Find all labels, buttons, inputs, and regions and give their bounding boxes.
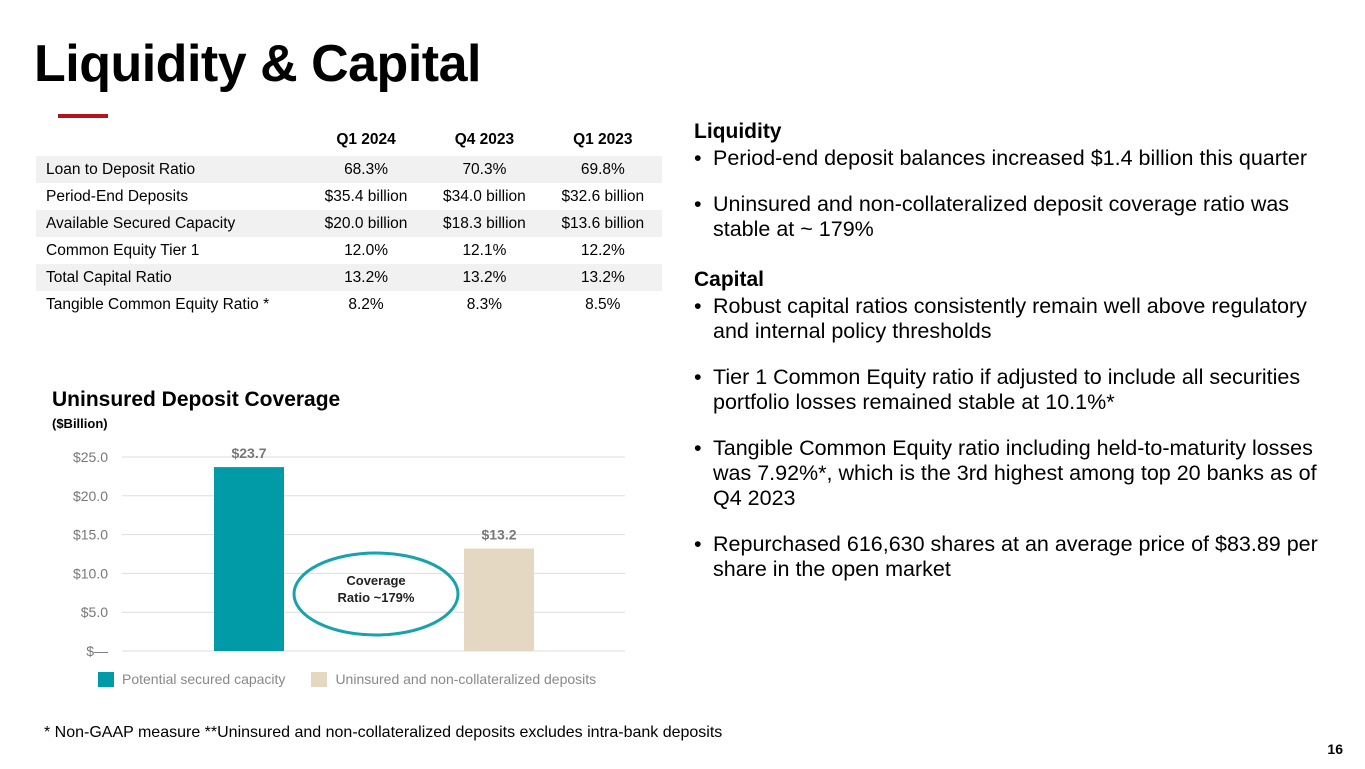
commentary-panel: Liquidity Period-end deposit balances in… [694,120,1334,582]
y-tick-label: $15.0 [73,527,108,543]
row-label: Tangible Common Equity Ratio * [46,295,270,313]
table-header-cell: Q4 2023 [454,131,515,148]
row-label: Available Secured Capacity [36,210,307,237]
table-row: Total Capital Ratio 13.2% 13.2% 13.2% [36,264,662,291]
chart-legend: Potential secured capacity Uninsured and… [98,671,596,687]
table-row: Loan to Deposit Ratio 68.3% 70.3% 69.8% [36,156,662,183]
table-cell: $35.4 billion [324,187,408,205]
legend-label: Uninsured and non-collateralized deposit… [335,671,597,687]
list-item: Period-end deposit balances increased $1… [694,146,1334,171]
coverage-ratio-ellipse [292,551,460,637]
table-cell: 13.2% [306,264,426,291]
legend-item-uninsured-deposits: Uninsured and non-collateralized deposit… [311,671,596,687]
bar-uninsured-deposits [464,548,534,651]
table-cell: 8.2% [348,295,384,313]
capital-bullets: Robust capital ratios consistently remai… [694,294,1334,582]
legend-label: Potential secured capacity [122,671,286,687]
y-tick-label: $10.0 [73,565,108,581]
table-header-cell: Q1 2023 [573,131,633,148]
table-cell: $18.3 billion [425,210,544,237]
list-item: Tangible Common Equity ratio including h… [694,436,1334,511]
table-cell: 13.2% [425,264,544,291]
y-tick-label: $— [86,643,108,659]
page-number: 16 [1327,741,1343,757]
page-title: Liquidity & Capital [34,35,481,93]
table-cell: 8.5% [585,295,621,313]
row-label: Loan to Deposit Ratio [36,156,307,183]
table-header-cell [36,124,307,156]
row-label: Period-End Deposits [46,187,189,205]
table-cell: $32.6 billion [561,187,645,205]
list-item: Uninsured and non-collateralized deposit… [694,192,1334,242]
deposit-coverage-chart: $— $5.0 $10.0 $15.0 $20.0 $25.0 $23.7 $13.2 Cove… [73,445,625,659]
bar-secured-capacity [214,467,284,651]
table-cell: 69.8% [543,156,662,183]
data-label: $13.2 [481,527,516,543]
chart-subtitle: ($Billion) [52,416,108,431]
y-tick-label: $5.0 [81,604,108,620]
coverage-annotation-line2: Ratio ~179% [338,590,415,605]
capital-heading: Capital [694,268,765,291]
coverage-annotation-line1: Coverage [346,573,405,588]
list-item: Robust capital ratios consistently remai… [694,294,1334,344]
y-tick-label: $20.0 [73,488,108,504]
table-cell: 12.1% [462,241,507,259]
table-row: Tangible Common Equity Ratio * 8.2% 8.3%… [36,291,662,318]
list-item: Repurchased 616,630 shares at an average… [694,532,1334,582]
row-label: Common Equity Tier 1 [46,241,200,259]
legend-swatch-teal [98,671,114,687]
liquidity-bullets: Period-end deposit balances increased $1… [694,146,1334,242]
table-row: Period-End Deposits $35.4 billion $34.0 … [36,183,662,210]
legend-item-secured-capacity: Potential secured capacity [98,671,285,687]
liquidity-heading: Liquidity [694,120,782,143]
table-header-cell: Q1 2024 [336,131,396,148]
table-cell: 8.3% [466,295,503,313]
table-cell: $20.0 billion [306,210,426,237]
chart-title: Uninsured Deposit Coverage [52,388,341,411]
table-row: Available Secured Capacity $20.0 billion… [36,210,662,237]
table-cell: 70.3% [425,156,544,183]
table-cell: 68.3% [306,156,426,183]
metrics-table: Q1 2024 Q4 2023 Q1 2023 Loan to Deposit … [36,124,662,318]
table-header-row: Q1 2024 Q4 2023 Q1 2023 [36,124,662,156]
y-tick-label: $25.0 [73,449,108,465]
footnote: * Non-GAAP measure **Uninsured and non-c… [44,724,723,741]
data-label: $23.7 [231,445,266,461]
table-row: Common Equity Tier 1 12.0% 12.1% 12.2% [36,237,662,264]
table-cell: 12.0% [344,241,389,259]
list-item: Tier 1 Common Equity ratio if adjusted t… [694,365,1334,415]
row-label: Total Capital Ratio [36,264,307,291]
table-cell: 13.2% [543,264,662,291]
title-accent-rule [58,114,108,118]
table-cell: $13.6 billion [543,210,662,237]
legend-swatch-beige [311,671,328,687]
table-cell: $34.0 billion [443,187,526,205]
table-cell: 12.2% [580,241,625,259]
